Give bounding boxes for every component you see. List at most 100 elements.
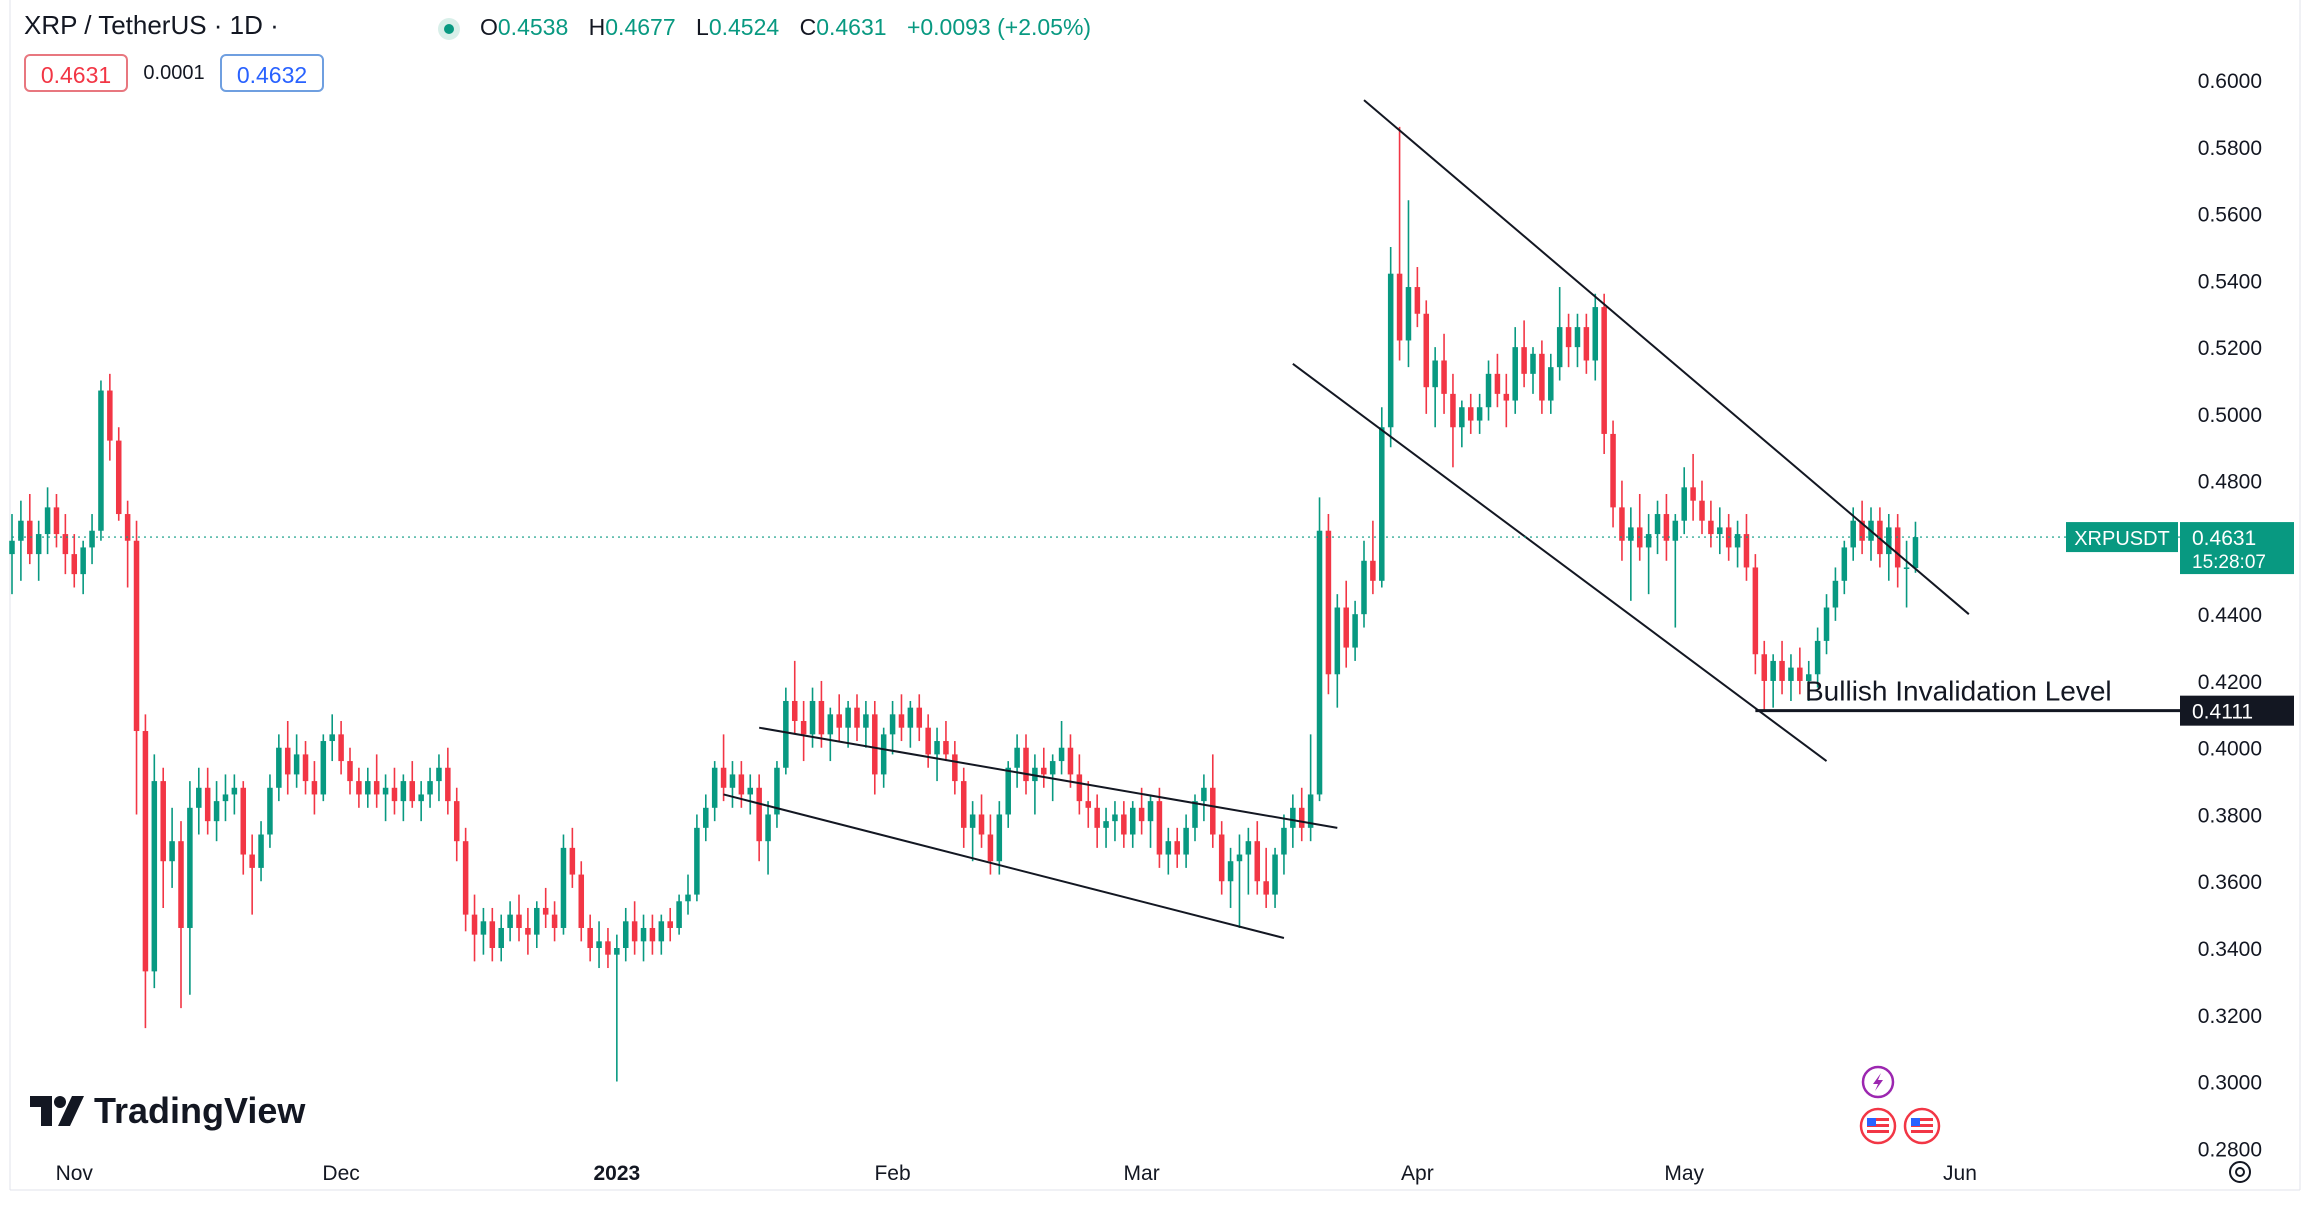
candle [329, 714, 335, 762]
candle [1503, 373, 1510, 428]
candle-body [605, 941, 611, 955]
candle [187, 781, 193, 995]
candle-body [1690, 487, 1696, 501]
candle-body [1886, 527, 1892, 555]
settings-gear-icon[interactable] [2229, 1161, 2251, 1183]
candle-body [1316, 530, 1323, 795]
candle [1014, 734, 1020, 788]
candle-body [1334, 607, 1341, 675]
candle [1343, 580, 1349, 668]
candle-body [418, 794, 424, 802]
candle-body [204, 787, 211, 822]
candle-body [1850, 520, 1856, 548]
candle [1174, 827, 1180, 868]
current-price-tag [2180, 522, 2294, 575]
candle-body [1272, 854, 1278, 895]
candle-body [943, 741, 949, 755]
candle-body [703, 807, 709, 828]
candle [1370, 520, 1376, 595]
candle-body [320, 741, 327, 795]
candle-body [507, 914, 513, 928]
sell-price-button[interactable]: 0.4631 [24, 54, 128, 92]
candle [614, 934, 620, 1082]
candle-body [1752, 567, 1759, 655]
candle [231, 774, 238, 815]
candle [765, 801, 771, 875]
candle [1565, 313, 1572, 368]
brand-name: TradingView [94, 1090, 306, 1131]
candle-body [1779, 660, 1785, 681]
candle [1032, 754, 1038, 815]
tradingview-logo[interactable]: TradingView [30, 1090, 305, 1132]
candle [800, 700, 807, 762]
candle-body [1717, 527, 1723, 535]
candle [845, 700, 851, 748]
candle [1610, 420, 1616, 528]
candle [1058, 721, 1065, 775]
us-flag-event-icon[interactable] [1903, 1107, 1941, 1145]
candle-body [756, 787, 762, 842]
candle-body [1121, 814, 1127, 835]
candle [133, 520, 140, 815]
candle [880, 727, 887, 788]
candle-body [1770, 660, 1776, 681]
level-price-tag [2180, 695, 2294, 726]
candle-body [293, 754, 300, 775]
candle [1823, 594, 1830, 655]
buy-price-button[interactable]: 0.4632 [220, 54, 324, 92]
candle-body [9, 540, 15, 555]
candle-body [934, 741, 940, 755]
time-tick-label: Jun [1943, 1162, 1977, 1185]
candle-body [1788, 667, 1794, 681]
candle-body [774, 767, 780, 815]
candle-body [987, 834, 994, 862]
symbol-title[interactable]: XRP / TetherUS · 1D · [24, 10, 279, 40]
candle [1521, 320, 1527, 388]
candle-body [1761, 654, 1768, 681]
candle-body [35, 534, 42, 555]
candle-body [1165, 841, 1172, 855]
candle-body [1201, 787, 1207, 802]
candle-body [969, 814, 976, 828]
us-flag-event-icon[interactable] [1859, 1107, 1897, 1145]
candle-body [1041, 767, 1047, 775]
candle-body [1290, 807, 1296, 828]
lightning-event-icon[interactable] [1861, 1065, 1895, 1099]
candle-body [382, 787, 389, 795]
candle [169, 807, 175, 888]
candle [1779, 640, 1785, 695]
candle-body [569, 847, 576, 875]
candle-body [178, 841, 184, 928]
candle [1681, 467, 1687, 535]
candle [818, 680, 825, 748]
candle [1485, 360, 1492, 421]
candle-body [1583, 327, 1590, 361]
price-axis[interactable]: 0.6000 0.5800 0.5600 0.5400 0.5200 0.5000 0.48… [2198, 70, 2262, 1161]
candle-body [427, 781, 433, 795]
candle-body [880, 734, 887, 775]
candle [605, 927, 611, 969]
time-axis[interactable]: Nov Dec 2023 Feb Mar Apr May Jun [56, 1162, 1977, 1185]
candle [1334, 594, 1341, 708]
candle-body [525, 927, 531, 935]
candle-body [1023, 747, 1029, 782]
candle-body [267, 787, 273, 835]
candle-body [578, 874, 585, 928]
candle-body [836, 714, 842, 728]
candle-body [373, 781, 380, 795]
candle [27, 494, 33, 565]
candle-body [1343, 607, 1349, 648]
candle-body [1085, 801, 1092, 808]
candle-body [1325, 530, 1332, 675]
candle-body [1218, 834, 1225, 882]
candle-body [765, 814, 771, 842]
level-price-value: 0.4111 [2192, 701, 2253, 724]
candle [1690, 453, 1696, 521]
candle [640, 914, 647, 962]
open-label: O [480, 14, 498, 40]
candle-body [231, 787, 238, 795]
candle [267, 774, 273, 848]
candle [560, 834, 567, 935]
trendline [1292, 363, 1828, 762]
